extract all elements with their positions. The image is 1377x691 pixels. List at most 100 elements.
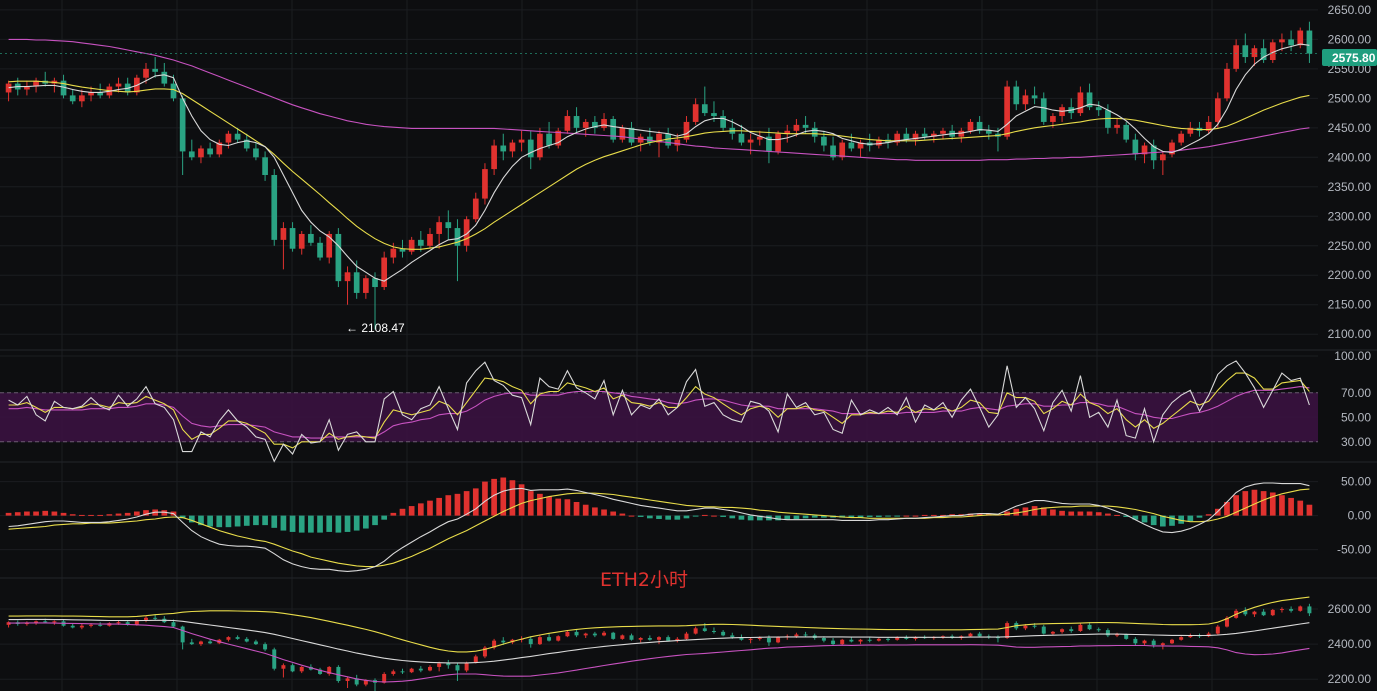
macd-histogram-bar xyxy=(289,515,296,532)
macd-histogram-bar xyxy=(225,515,232,528)
y-tick-label: 2600.00 xyxy=(1328,32,1372,46)
ma-mid-line xyxy=(8,80,1310,250)
boll-candle-body xyxy=(1133,638,1138,644)
boll-candle-body xyxy=(876,638,881,641)
macd-histogram-bar xyxy=(701,514,708,516)
boll-candle-body xyxy=(1252,611,1257,615)
boll-candle-body xyxy=(473,656,478,663)
macd-histogram-bar xyxy=(372,515,378,526)
candle-body xyxy=(701,104,708,114)
y-tick-label: 2300.00 xyxy=(1328,209,1372,223)
macd-histogram-bar xyxy=(949,514,955,516)
candle-body xyxy=(821,136,827,146)
y-tick-label: 70.00 xyxy=(1341,386,1371,400)
macd-histogram-bar xyxy=(802,515,809,519)
candle-body xyxy=(491,145,497,170)
current-price-badge-bg xyxy=(1322,49,1377,66)
macd-histogram-bar xyxy=(216,515,223,528)
macd-histogram-bar xyxy=(427,500,433,516)
candle-body xyxy=(628,127,635,143)
candle-body xyxy=(537,133,543,158)
y-tick-label: 0.00 xyxy=(1348,509,1372,523)
macd-histogram-bar xyxy=(1160,515,1166,527)
candle-body xyxy=(353,272,360,293)
candle-body xyxy=(527,139,534,158)
candle-body xyxy=(546,133,552,146)
candle-body xyxy=(161,71,168,84)
boll-candle-body xyxy=(1151,640,1156,646)
macd-histogram-bar xyxy=(1233,495,1239,516)
candle-body xyxy=(1214,98,1221,122)
macd-histogram-bar xyxy=(454,493,461,516)
y-tick-label: 100.00 xyxy=(1334,349,1371,363)
macd-histogram-bar xyxy=(1059,510,1065,516)
macd-histogram-bar xyxy=(637,515,644,517)
candle-body xyxy=(1288,39,1294,46)
macd-histogram-bar xyxy=(729,515,736,519)
candle-body xyxy=(1297,30,1304,46)
candle-body xyxy=(1114,124,1120,128)
candle-body xyxy=(1050,116,1056,122)
macd-histogram-bar xyxy=(1306,504,1313,516)
boll-candle-body xyxy=(327,666,332,674)
candle-body xyxy=(482,169,488,199)
macd-histogram-bar xyxy=(1297,500,1304,516)
candle-body xyxy=(582,121,589,128)
candle-body xyxy=(24,86,30,90)
candle-body xyxy=(876,139,882,146)
macd-histogram-bar xyxy=(546,496,552,516)
macd-histogram-bar xyxy=(885,515,891,517)
macd-histogram-bar xyxy=(1095,512,1102,516)
boll-candle-body xyxy=(446,663,451,666)
boll-candle-body xyxy=(134,620,139,625)
macd-histogram-bar xyxy=(903,515,910,517)
candle-body xyxy=(848,142,855,149)
macd-histogram-bar xyxy=(88,514,94,516)
candle-body xyxy=(1105,110,1111,128)
boll-candle-body xyxy=(363,680,368,685)
macd-histogram-bar xyxy=(747,515,754,521)
boll-candle-body xyxy=(602,632,607,636)
boll-candle-body xyxy=(1032,625,1037,627)
candle-body xyxy=(573,116,580,128)
macd-histogram-bar xyxy=(14,512,21,516)
boll-candle-body xyxy=(208,641,213,644)
boll-candle-body xyxy=(400,671,405,673)
current-price-badge: 2575.80 xyxy=(1322,49,1377,66)
macd-histogram-bar xyxy=(1242,491,1249,516)
boll-candle-body xyxy=(528,638,533,645)
macd-histogram-bar xyxy=(262,515,268,526)
candle-body xyxy=(857,142,864,149)
candle-body xyxy=(262,157,268,175)
boll-candle-body xyxy=(766,638,771,643)
macd-histogram-bar xyxy=(482,481,488,516)
candle-body xyxy=(381,257,388,288)
ma-long-line xyxy=(8,38,1310,161)
boll-candle-body xyxy=(1115,634,1120,636)
macd-histogram-bar xyxy=(491,478,497,516)
indicator-lines xyxy=(0,38,1318,572)
candle-body xyxy=(1031,95,1038,99)
macd-histogram-bar xyxy=(821,515,827,518)
macd-histogram-bar xyxy=(811,515,818,518)
macd-histogram-bar xyxy=(509,480,516,516)
candle-body xyxy=(115,83,122,87)
macd-histogram-bar xyxy=(1031,506,1038,516)
candle-body xyxy=(179,98,186,152)
candle-body xyxy=(1178,133,1185,143)
candle-body xyxy=(592,121,598,128)
boll-candle-body xyxy=(849,639,854,642)
boll-candle-body xyxy=(840,639,845,645)
candle-body xyxy=(445,222,452,229)
boll-candle-body xyxy=(684,633,689,639)
candle-body xyxy=(940,130,946,134)
boll-candle-body xyxy=(537,637,542,645)
candle-body xyxy=(97,92,104,96)
macd-histogram-bar xyxy=(472,488,479,516)
candle-body xyxy=(5,83,12,93)
candle-body xyxy=(216,142,223,155)
boll-candle-body xyxy=(886,638,891,640)
y-tick-label: 2600.00 xyxy=(1328,602,1372,616)
macd-histogram-bar xyxy=(280,515,287,531)
